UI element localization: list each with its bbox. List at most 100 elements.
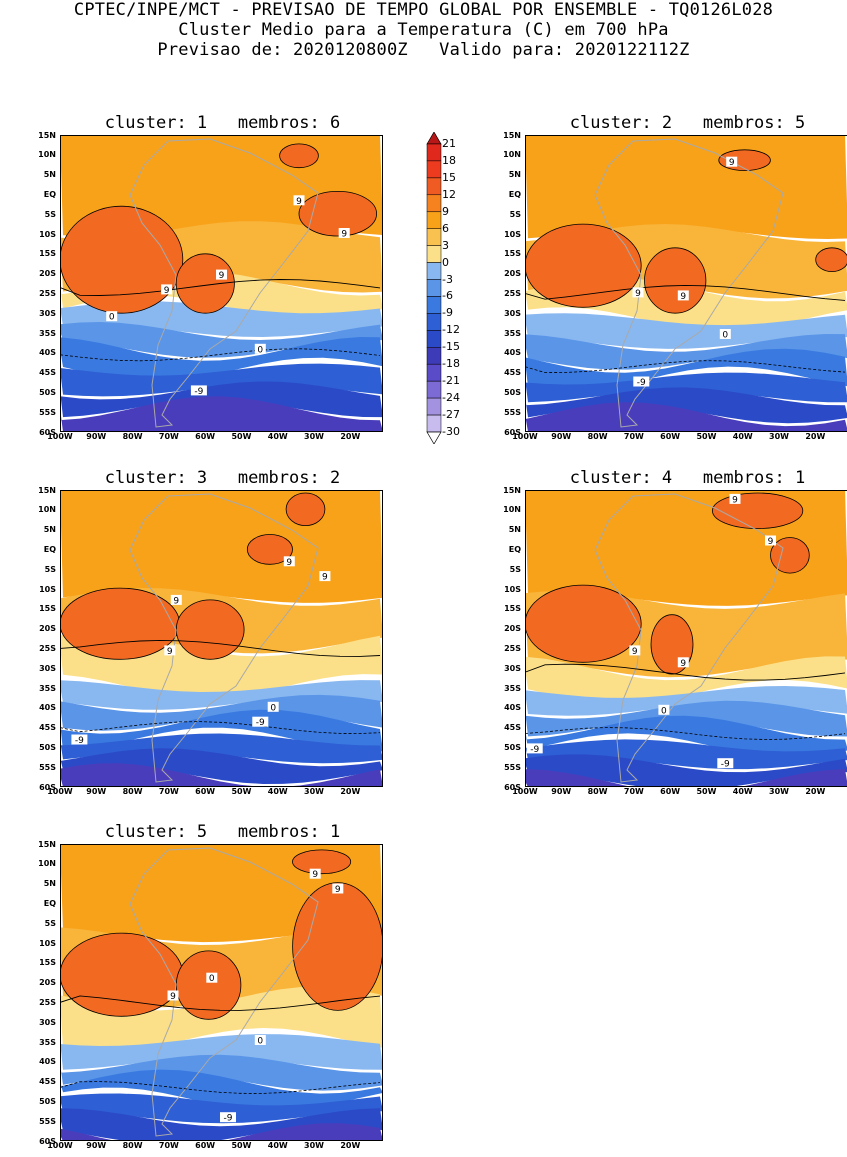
- longitude-tick-label: 60W: [195, 787, 216, 796]
- latitude-tick-label: 35S: [39, 1037, 56, 1047]
- map-panel-cluster-3: cluster: 3 membros: 2 9 9 9 9 0 -9 -9 15N 10N 5N EQ…: [0, 468, 383, 803]
- temperature-band: [60, 986, 383, 1052]
- warm-region: [175, 599, 245, 660]
- map-panel-cluster-1: cluster: 1 membros: 6 9 9 9 9 0 0 -9 15N 10N 5N EQ 5…: [0, 113, 383, 448]
- colorbar-level-label: 21: [442, 137, 456, 150]
- latitude-tick-label: 40S: [504, 703, 521, 713]
- longitude-tick-label: 40W: [267, 432, 288, 441]
- temperature-map: 9 9 9 0 0 -9: [60, 844, 383, 1141]
- colorbar-level-label: 6: [442, 221, 449, 235]
- warm-region: [298, 190, 377, 237]
- latitude-tick-label: 35S: [39, 328, 56, 338]
- longitude-tick-label: 40W: [732, 432, 753, 441]
- warm-region: [292, 882, 383, 1011]
- svg-text:9: 9: [322, 573, 328, 583]
- svg-text:0: 0: [209, 974, 215, 984]
- contour-label: 9: [726, 156, 738, 168]
- continent-outline: [129, 138, 319, 428]
- latitude-tick-label: 10S: [39, 229, 56, 239]
- temperature-band: [60, 694, 383, 731]
- contour-label: -9: [526, 743, 543, 755]
- colorbar-swatch: [426, 228, 442, 246]
- latitude-tick-label: 15N: [38, 130, 56, 140]
- latitude-tick-label: 55S: [504, 407, 521, 417]
- latitude-tick-label: 15S: [39, 249, 56, 259]
- contour-label: 9: [170, 594, 182, 606]
- contour-label: 0: [267, 701, 279, 713]
- longitude-tick-label: 40W: [267, 787, 288, 796]
- title-line-1: CPTEC/INPE/MCT - PREVISAO DE TEMPO GLOBA…: [73, 0, 774, 20]
- latitude-tick-label: 60S: [504, 427, 521, 437]
- temperature-band: [525, 372, 847, 403]
- colorbar-level-label: 15: [442, 170, 456, 184]
- contour-label: -9: [252, 716, 269, 728]
- longitude-tick-label: 70W: [158, 432, 179, 441]
- continent-outline: [594, 138, 784, 428]
- svg-text:0: 0: [661, 706, 667, 716]
- temperature-band: [60, 1108, 383, 1141]
- warm-region: [285, 492, 326, 526]
- svg-text:0: 0: [257, 1037, 263, 1047]
- temperature-band: [60, 396, 383, 432]
- longitude-tick-label: 50W: [696, 432, 717, 441]
- latitude-tick-label: 30S: [39, 308, 56, 318]
- continent-outline: [129, 847, 319, 1137]
- map-panel-cluster-4: cluster: 4 membros: 1 9 9 9 9 0 -9 -9 15N 10N 5N EQ…: [465, 468, 847, 803]
- colorbar-swatch: [426, 414, 442, 433]
- svg-text:9: 9: [729, 158, 735, 168]
- colorbar-swatch: [426, 211, 442, 229]
- temperature-band: [525, 686, 847, 716]
- longitude-tick-label: 20W: [340, 787, 361, 796]
- latitude-tick-label: 45S: [39, 723, 56, 733]
- latitude-tick-label: 60S: [39, 1136, 56, 1146]
- latitude-tick-label: 15N: [38, 485, 56, 495]
- temperature-band: [525, 715, 847, 758]
- colorbar-level-label: -6: [442, 289, 453, 303]
- latitude-tick-label: 35S: [39, 683, 56, 693]
- longitude-tick-label: 90W: [551, 787, 572, 796]
- latitude-tick-label: 15S: [504, 604, 521, 614]
- longitude-tick-label: 50W: [231, 787, 252, 796]
- longitude-tick-label: 80W: [122, 432, 143, 441]
- contour-label: -9: [717, 758, 734, 770]
- latitude-tick-label: 60S: [504, 782, 521, 792]
- contour-label: -9: [190, 385, 207, 397]
- warm-region: [279, 143, 319, 169]
- temperature-band: [60, 490, 383, 603]
- longitude-tick-label: 20W: [340, 1141, 361, 1150]
- svg-text:9: 9: [296, 197, 302, 207]
- latitude-tick-label: 50S: [504, 387, 521, 397]
- latitude-tick-label: 25S: [39, 997, 56, 1007]
- colorbar-level-label: 0: [442, 255, 449, 269]
- contour-label: 0: [254, 1035, 266, 1047]
- latitude-tick-label: 20S: [504, 624, 521, 634]
- svg-text:-9: -9: [721, 760, 730, 770]
- colorbar-min-arrow: [426, 431, 442, 444]
- colorbar-level-label: -24: [442, 391, 460, 405]
- temperature-band: [525, 313, 847, 349]
- longitude-tick-label: 90W: [86, 787, 107, 796]
- contour-label: 9: [161, 284, 173, 296]
- latitude-tick-label: 45S: [504, 723, 521, 733]
- longitude-tick-label: 30W: [769, 787, 790, 796]
- contour-zero: [525, 663, 846, 681]
- svg-text:9: 9: [341, 230, 347, 240]
- contour-label: 9: [283, 556, 295, 568]
- contour-label: 9: [632, 287, 644, 299]
- latitude-tick-label: 10S: [39, 938, 56, 948]
- continent-outline: [129, 493, 319, 783]
- svg-text:-9: -9: [256, 718, 265, 728]
- svg-text:9: 9: [732, 495, 738, 505]
- latitude-tick-label: 5S: [44, 918, 56, 928]
- latitude-tick-label: 10N: [38, 150, 56, 160]
- longitude-tick-label: 70W: [623, 432, 644, 441]
- latitude-tick-label: 5N: [43, 170, 56, 180]
- colorbar-level-label: -21: [442, 374, 460, 388]
- latitude-tick-label: 25S: [504, 288, 521, 298]
- contour-zero: [60, 995, 381, 1011]
- colorbar-swatch: [426, 160, 442, 179]
- colorbar-swatch: [426, 347, 442, 365]
- contour-label: 9: [629, 645, 641, 657]
- latitude-tick-label: 20S: [39, 978, 56, 988]
- latitude-tick-label: EQ: [43, 189, 56, 199]
